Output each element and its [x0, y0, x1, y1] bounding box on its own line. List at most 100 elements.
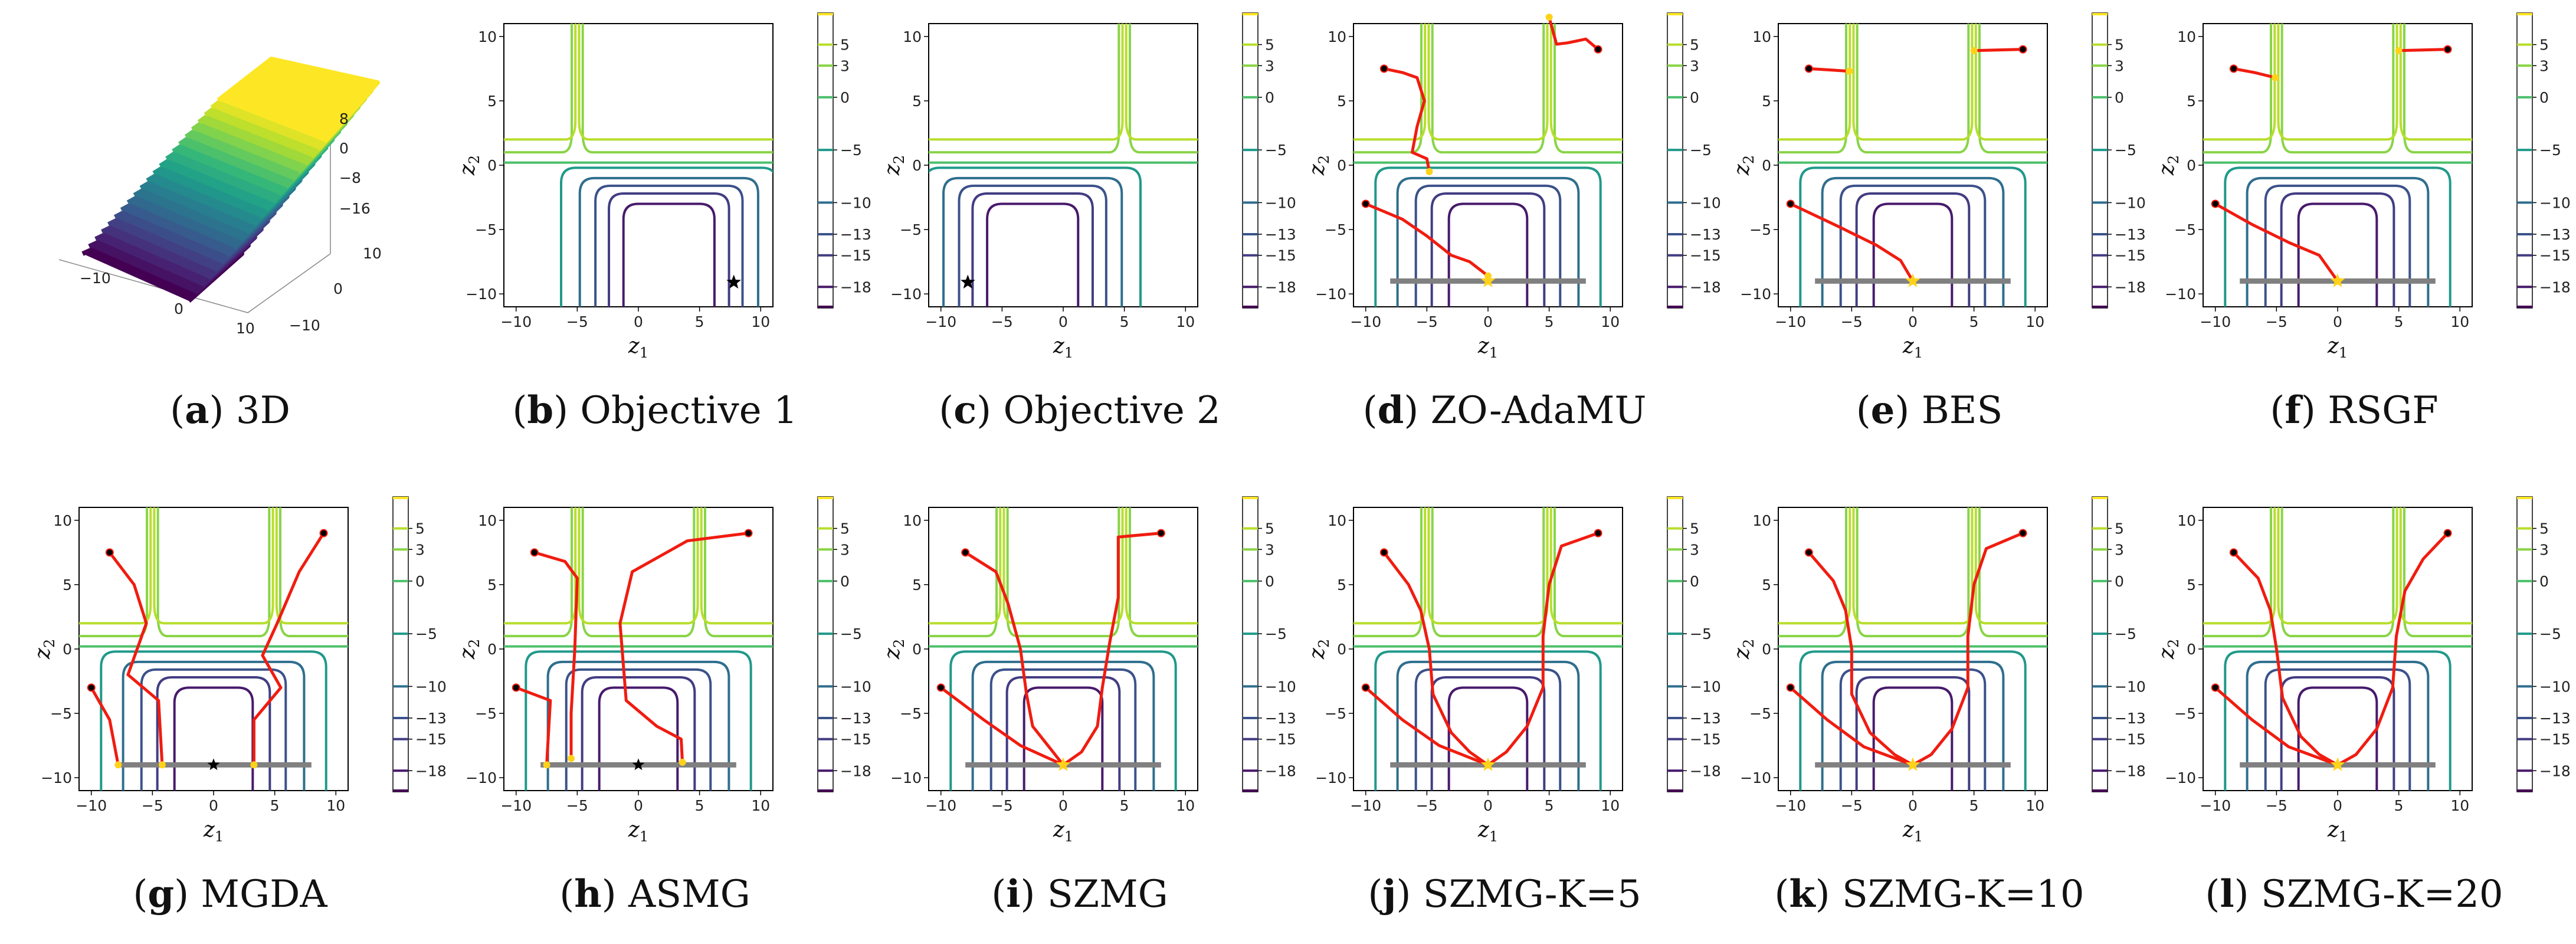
colorbar-tick-label: 5: [2115, 37, 2124, 54]
colorbar-tick-label: −18: [2115, 762, 2146, 779]
optimum-star: [1905, 273, 1920, 287]
colorbar-tick-label: 0: [2115, 573, 2124, 590]
y-axis-label-sub: 2: [891, 639, 907, 648]
contour-line: [986, 202, 1080, 307]
panel-e: −10 −5 0 5 10 10 5 0 −5 −10 z1 z2 5 3 0 −5 −10 −13 −15 −18(…: [1723, 6, 2146, 460]
start-point: [1786, 199, 1795, 208]
y-tick-label: 10: [1328, 28, 1346, 45]
contour-line: [2297, 202, 2378, 307]
trajectory-line: [2214, 202, 2339, 283]
axes-frame: [503, 23, 774, 307]
contour-line: [594, 184, 744, 307]
contour-line: [2280, 192, 2395, 307]
contour-line: [173, 686, 254, 791]
caption-label: MGDA: [201, 873, 327, 916]
contour-line: [504, 507, 773, 638]
colorbar-tick-label: −10: [2115, 194, 2146, 211]
trajectory-line: [252, 532, 325, 766]
x-tick-label: 5: [270, 797, 280, 814]
contour-line: [971, 660, 1155, 791]
colorbar-tick-label: 5: [2539, 520, 2549, 537]
x-tick-label: 10: [751, 313, 770, 330]
y-tick-label: 0: [2187, 641, 2196, 658]
contour-line: [2224, 166, 2452, 307]
y-tick-label: 5: [63, 576, 72, 594]
colorbar-tick-label: −5: [1690, 625, 1712, 643]
x-axis-label-main: z: [2327, 818, 2339, 842]
y-tick-label: 10: [53, 512, 72, 529]
trajectory-line: [1972, 48, 2024, 53]
contour-line: [1839, 668, 1987, 791]
x-axis-label: z1: [203, 818, 224, 845]
y-axis-label-sub: 2: [1741, 155, 1757, 164]
x-axis-label: z1: [1477, 334, 1498, 361]
x-tick-label: −10: [500, 797, 532, 814]
colorbar-tick-label: 3: [840, 541, 850, 558]
y-axis-label-main: z: [1305, 163, 1329, 176]
y-axis-label-sub: 2: [891, 155, 907, 164]
colorbar-tick-label: 3: [415, 541, 425, 558]
x-axis-label: z1: [1902, 334, 1923, 361]
contour-line: [1396, 176, 1580, 307]
x-axis-label-sub: 1: [1914, 345, 1923, 361]
colorbar-tick-label: −18: [1690, 278, 1721, 296]
x-tick-label: −5: [991, 313, 1013, 330]
colorbar-tick-label: −5: [1690, 142, 1712, 159]
caption-letter: i: [1006, 872, 1021, 916]
caption-label: SZMG-K=5: [1423, 873, 1641, 916]
optimum-star: [2330, 757, 2345, 771]
start-point: [87, 683, 96, 692]
colorbar-tick-label: −13: [840, 226, 871, 243]
colorbar-tick-label: −5: [840, 625, 862, 643]
x-tick-label: −5: [1416, 313, 1438, 330]
x-axis-label-sub: 1: [1064, 828, 1073, 845]
colorbar-tick-label: −15: [1265, 247, 1296, 264]
trajectories: [1361, 14, 1602, 280]
y-tick-label: 0: [1337, 641, 1346, 658]
y-tick-label: 5: [1762, 576, 1771, 594]
y-tick-label: 0: [912, 641, 922, 658]
caption-label: RSGF: [2328, 389, 2439, 432]
x-tick-label: −10: [925, 313, 956, 330]
contour-line: [1821, 660, 2005, 791]
x-axis-label: z1: [1902, 818, 1923, 845]
x-axis-label-main: z: [1902, 818, 1915, 842]
x-tick-label: 10: [326, 797, 345, 814]
y-axis-label-main: z: [1305, 647, 1329, 660]
trajectory-line: [963, 550, 1065, 766]
contour-line: [929, 24, 1198, 154]
surface-x-tick: −10: [80, 270, 111, 287]
start-point: [1361, 683, 1370, 692]
colorbar-tick-label: −13: [1690, 710, 1721, 727]
colorbar-tick-label: −13: [1265, 226, 1296, 243]
axes-frame: [78, 507, 349, 791]
axes-frame: [928, 23, 1198, 307]
x-tick-label: 5: [695, 313, 704, 330]
start-point: [512, 683, 520, 692]
contour-line: [1414, 184, 1562, 307]
colorbar-tick-label: 5: [2115, 520, 2124, 537]
x-tick-label: 0: [1058, 797, 1068, 814]
x-tick-label: 0: [1058, 313, 1068, 330]
surface-x-tick: 0: [174, 300, 183, 317]
x-axis-label: z1: [1053, 818, 1073, 845]
contour-line: [1799, 650, 2027, 791]
x-tick-label: −5: [2266, 313, 2287, 330]
colorbar-tick-label: −13: [415, 710, 447, 727]
panel-caption: (l) SZMG-K=20: [2205, 872, 2503, 916]
y-axis-label-main: z: [880, 163, 904, 176]
x-tick-label: 10: [1601, 313, 1620, 330]
colorbar-tick-label: 3: [1690, 57, 1699, 74]
y-tick-label: 5: [2187, 576, 2196, 594]
y-tick-label: 5: [912, 93, 922, 110]
y-axis-label: z2: [1730, 155, 1757, 176]
contour-line: [546, 660, 730, 791]
x-axis-label-main: z: [1053, 334, 1065, 358]
colorbar-tick-label: −5: [415, 625, 437, 643]
x-axis-label-sub: 1: [640, 345, 648, 361]
contour-line: [525, 650, 752, 791]
colorbar-frame: [1242, 12, 1258, 309]
